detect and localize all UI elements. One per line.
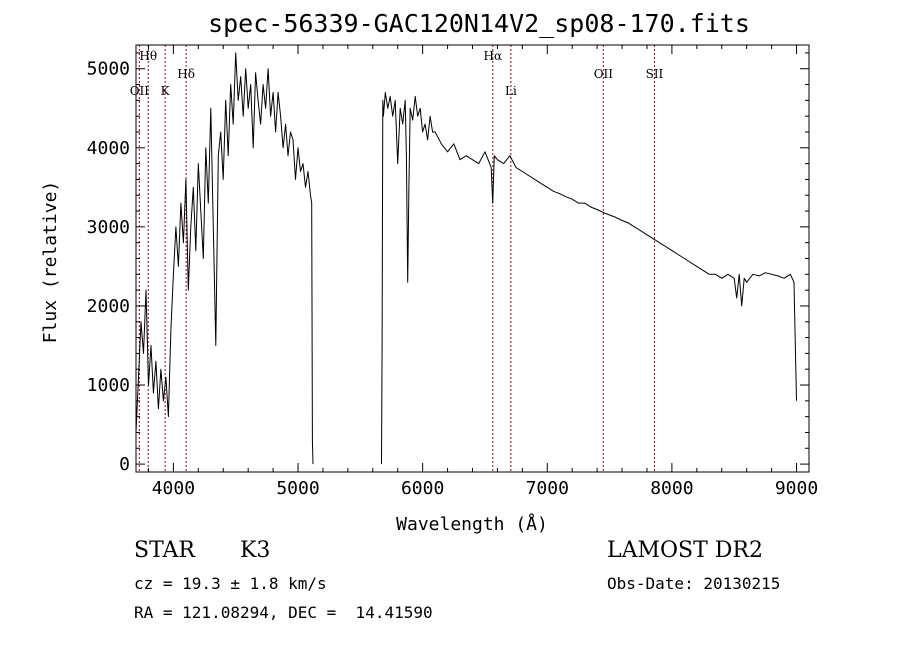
y-tick-label: 2000	[87, 296, 130, 317]
spectrum-series-2	[381, 91, 797, 465]
x-tick-label: 5000	[276, 478, 319, 499]
redshift-velocity: cz = 19.3 ± 1.8 km/s	[134, 574, 327, 593]
y-tick-label: 0	[119, 454, 130, 475]
series-layer	[135, 52, 797, 465]
survey-name: LAMOST DR2	[607, 538, 763, 563]
spectral-line-label: OII	[594, 67, 614, 81]
y-tick-label: 5000	[87, 59, 130, 80]
spectral-line-label: Hθ	[139, 49, 157, 63]
x-tick-label: 9000	[775, 478, 818, 499]
line-label-layer: Hθ OII K Hδ Hα Li OII SII	[130, 49, 664, 98]
spectral-line-label: Hδ	[177, 67, 195, 81]
x-axis-label: Wavelength (Å)	[396, 513, 548, 535]
spectral-line-label: SII	[646, 67, 664, 81]
spectral-line-label: Hα	[484, 49, 503, 63]
object-class: STAR	[134, 538, 195, 563]
x-tick-label: 6000	[401, 478, 444, 499]
plot-frame	[135, 44, 810, 473]
ra-dec-coordinates: RA = 121.08294, DEC = 14.41590	[134, 603, 433, 622]
x-tick-label: 8000	[650, 478, 693, 499]
chart-title: spec-56339-GAC120N14V2_sp08-170.fits	[208, 9, 750, 38]
y-axis-label: Flux (relative)	[40, 181, 61, 344]
spectral-line-label: OII	[130, 84, 150, 98]
y-tick-label: 3000	[87, 217, 130, 238]
y-tick-label: 4000	[87, 138, 130, 159]
spectral-line-label: Li	[505, 84, 517, 98]
x-tick-label: 7000	[526, 478, 569, 499]
object-subclass: K3	[240, 538, 271, 563]
x-tick-label: 4000	[152, 478, 195, 499]
spectrum-series-1	[135, 52, 314, 465]
observation-date: Obs-Date: 20130215	[607, 574, 781, 593]
tick-layer: 4000 5000 6000 7000 8000 9000 0 1000 2000 3000 400…	[87, 45, 818, 499]
y-tick-label: 1000	[87, 375, 130, 396]
spectral-line-label: K	[161, 84, 171, 98]
